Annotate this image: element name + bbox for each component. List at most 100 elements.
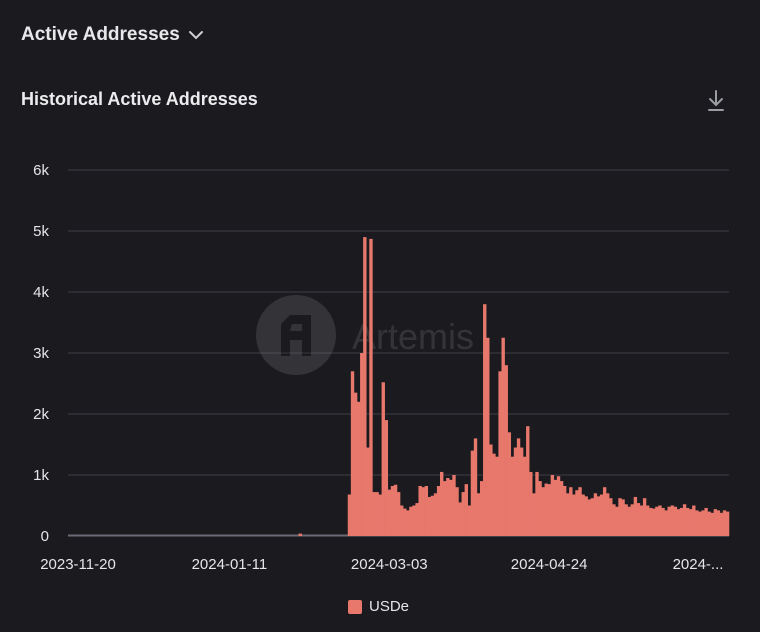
bar[interactable]	[418, 485, 422, 536]
bar[interactable]	[467, 505, 472, 537]
bar[interactable]	[719, 512, 724, 536]
bar[interactable]	[602, 487, 607, 536]
bar[interactable]	[483, 304, 487, 536]
bar[interactable]	[455, 487, 459, 536]
bar[interactable]	[486, 337, 490, 536]
bar[interactable]	[661, 507, 665, 536]
bar[interactable]	[658, 505, 662, 537]
bar[interactable]	[630, 504, 634, 536]
bar[interactable]	[470, 450, 475, 536]
bar[interactable]	[492, 453, 496, 536]
bar[interactable]	[356, 401, 361, 536]
bar[interactable]	[409, 506, 413, 536]
bar[interactable]	[501, 337, 505, 536]
bar[interactable]	[403, 508, 407, 536]
bar[interactable]	[633, 496, 638, 536]
bar[interactable]	[375, 492, 379, 536]
bar[interactable]	[682, 504, 687, 536]
bar[interactable]	[701, 510, 705, 536]
bar[interactable]	[378, 494, 382, 536]
bar[interactable]	[353, 392, 358, 536]
bar[interactable]	[587, 499, 591, 536]
bar[interactable]	[639, 505, 644, 537]
bar[interactable]	[725, 511, 730, 536]
bar[interactable]	[369, 238, 373, 536]
bar[interactable]	[406, 510, 410, 536]
bar[interactable]	[498, 371, 502, 536]
bar[interactable]	[606, 493, 610, 536]
bar[interactable]	[363, 237, 367, 536]
bar[interactable]	[495, 456, 499, 536]
bar[interactable]	[516, 438, 521, 536]
bar[interactable]	[393, 484, 398, 536]
bar[interactable]	[655, 506, 659, 536]
bar[interactable]	[559, 481, 564, 536]
bar[interactable]	[372, 492, 376, 536]
bar[interactable]	[627, 506, 631, 536]
legend-item-usde[interactable]: USDe	[348, 598, 409, 615]
bar[interactable]	[532, 493, 536, 536]
bar[interactable]	[430, 495, 435, 536]
bar[interactable]	[523, 456, 527, 536]
bar[interactable]	[452, 475, 456, 536]
bar[interactable]	[556, 476, 561, 536]
bar[interactable]	[673, 506, 678, 536]
bar[interactable]	[541, 487, 545, 536]
bar[interactable]	[695, 510, 699, 536]
bar[interactable]	[578, 487, 582, 536]
bar[interactable]	[664, 510, 668, 536]
bar[interactable]	[479, 481, 484, 536]
bar[interactable]	[642, 498, 647, 536]
bar[interactable]	[476, 493, 481, 536]
bar[interactable]	[529, 471, 533, 536]
bar[interactable]	[612, 504, 616, 536]
bar[interactable]	[396, 492, 401, 536]
bar[interactable]	[513, 447, 518, 536]
bar[interactable]	[446, 478, 450, 536]
bar[interactable]	[436, 485, 441, 536]
bar[interactable]	[649, 507, 653, 536]
bar[interactable]	[400, 505, 404, 537]
bar[interactable]	[596, 496, 601, 536]
bar[interactable]	[609, 498, 613, 536]
bar[interactable]	[547, 484, 551, 536]
bar[interactable]	[544, 483, 548, 536]
bar[interactable]	[698, 511, 702, 536]
bar[interactable]	[384, 420, 389, 536]
bar[interactable]	[618, 498, 622, 536]
bar[interactable]	[473, 438, 478, 536]
bar[interactable]	[366, 447, 370, 536]
bar[interactable]	[670, 505, 674, 537]
bar[interactable]	[584, 496, 588, 536]
bar[interactable]	[710, 512, 714, 536]
bar[interactable]	[387, 489, 392, 536]
bar[interactable]	[667, 506, 671, 536]
bar[interactable]	[390, 485, 395, 536]
bar[interactable]	[707, 511, 711, 536]
bar[interactable]	[504, 365, 508, 536]
bar[interactable]	[615, 506, 619, 536]
download-button[interactable]	[704, 88, 728, 114]
bar[interactable]	[427, 496, 432, 536]
bar[interactable]	[621, 499, 625, 536]
bar[interactable]	[421, 487, 425, 536]
bar[interactable]	[572, 494, 576, 536]
bar[interactable]	[599, 494, 604, 536]
bar[interactable]	[510, 456, 515, 536]
bar[interactable]	[550, 475, 555, 536]
bar[interactable]	[716, 510, 721, 536]
bar[interactable]	[461, 492, 465, 536]
bar[interactable]	[458, 502, 462, 536]
bar[interactable]	[685, 507, 690, 536]
bar[interactable]	[360, 353, 364, 536]
bar[interactable]	[347, 494, 352, 536]
bar[interactable]	[519, 447, 524, 536]
bar[interactable]	[350, 371, 355, 536]
bar[interactable]	[424, 485, 429, 536]
bar[interactable]	[692, 505, 696, 537]
bar[interactable]	[526, 426, 530, 536]
bar[interactable]	[713, 509, 718, 536]
bar[interactable]	[575, 490, 579, 536]
bar[interactable]	[553, 479, 558, 536]
bar[interactable]	[489, 444, 493, 537]
